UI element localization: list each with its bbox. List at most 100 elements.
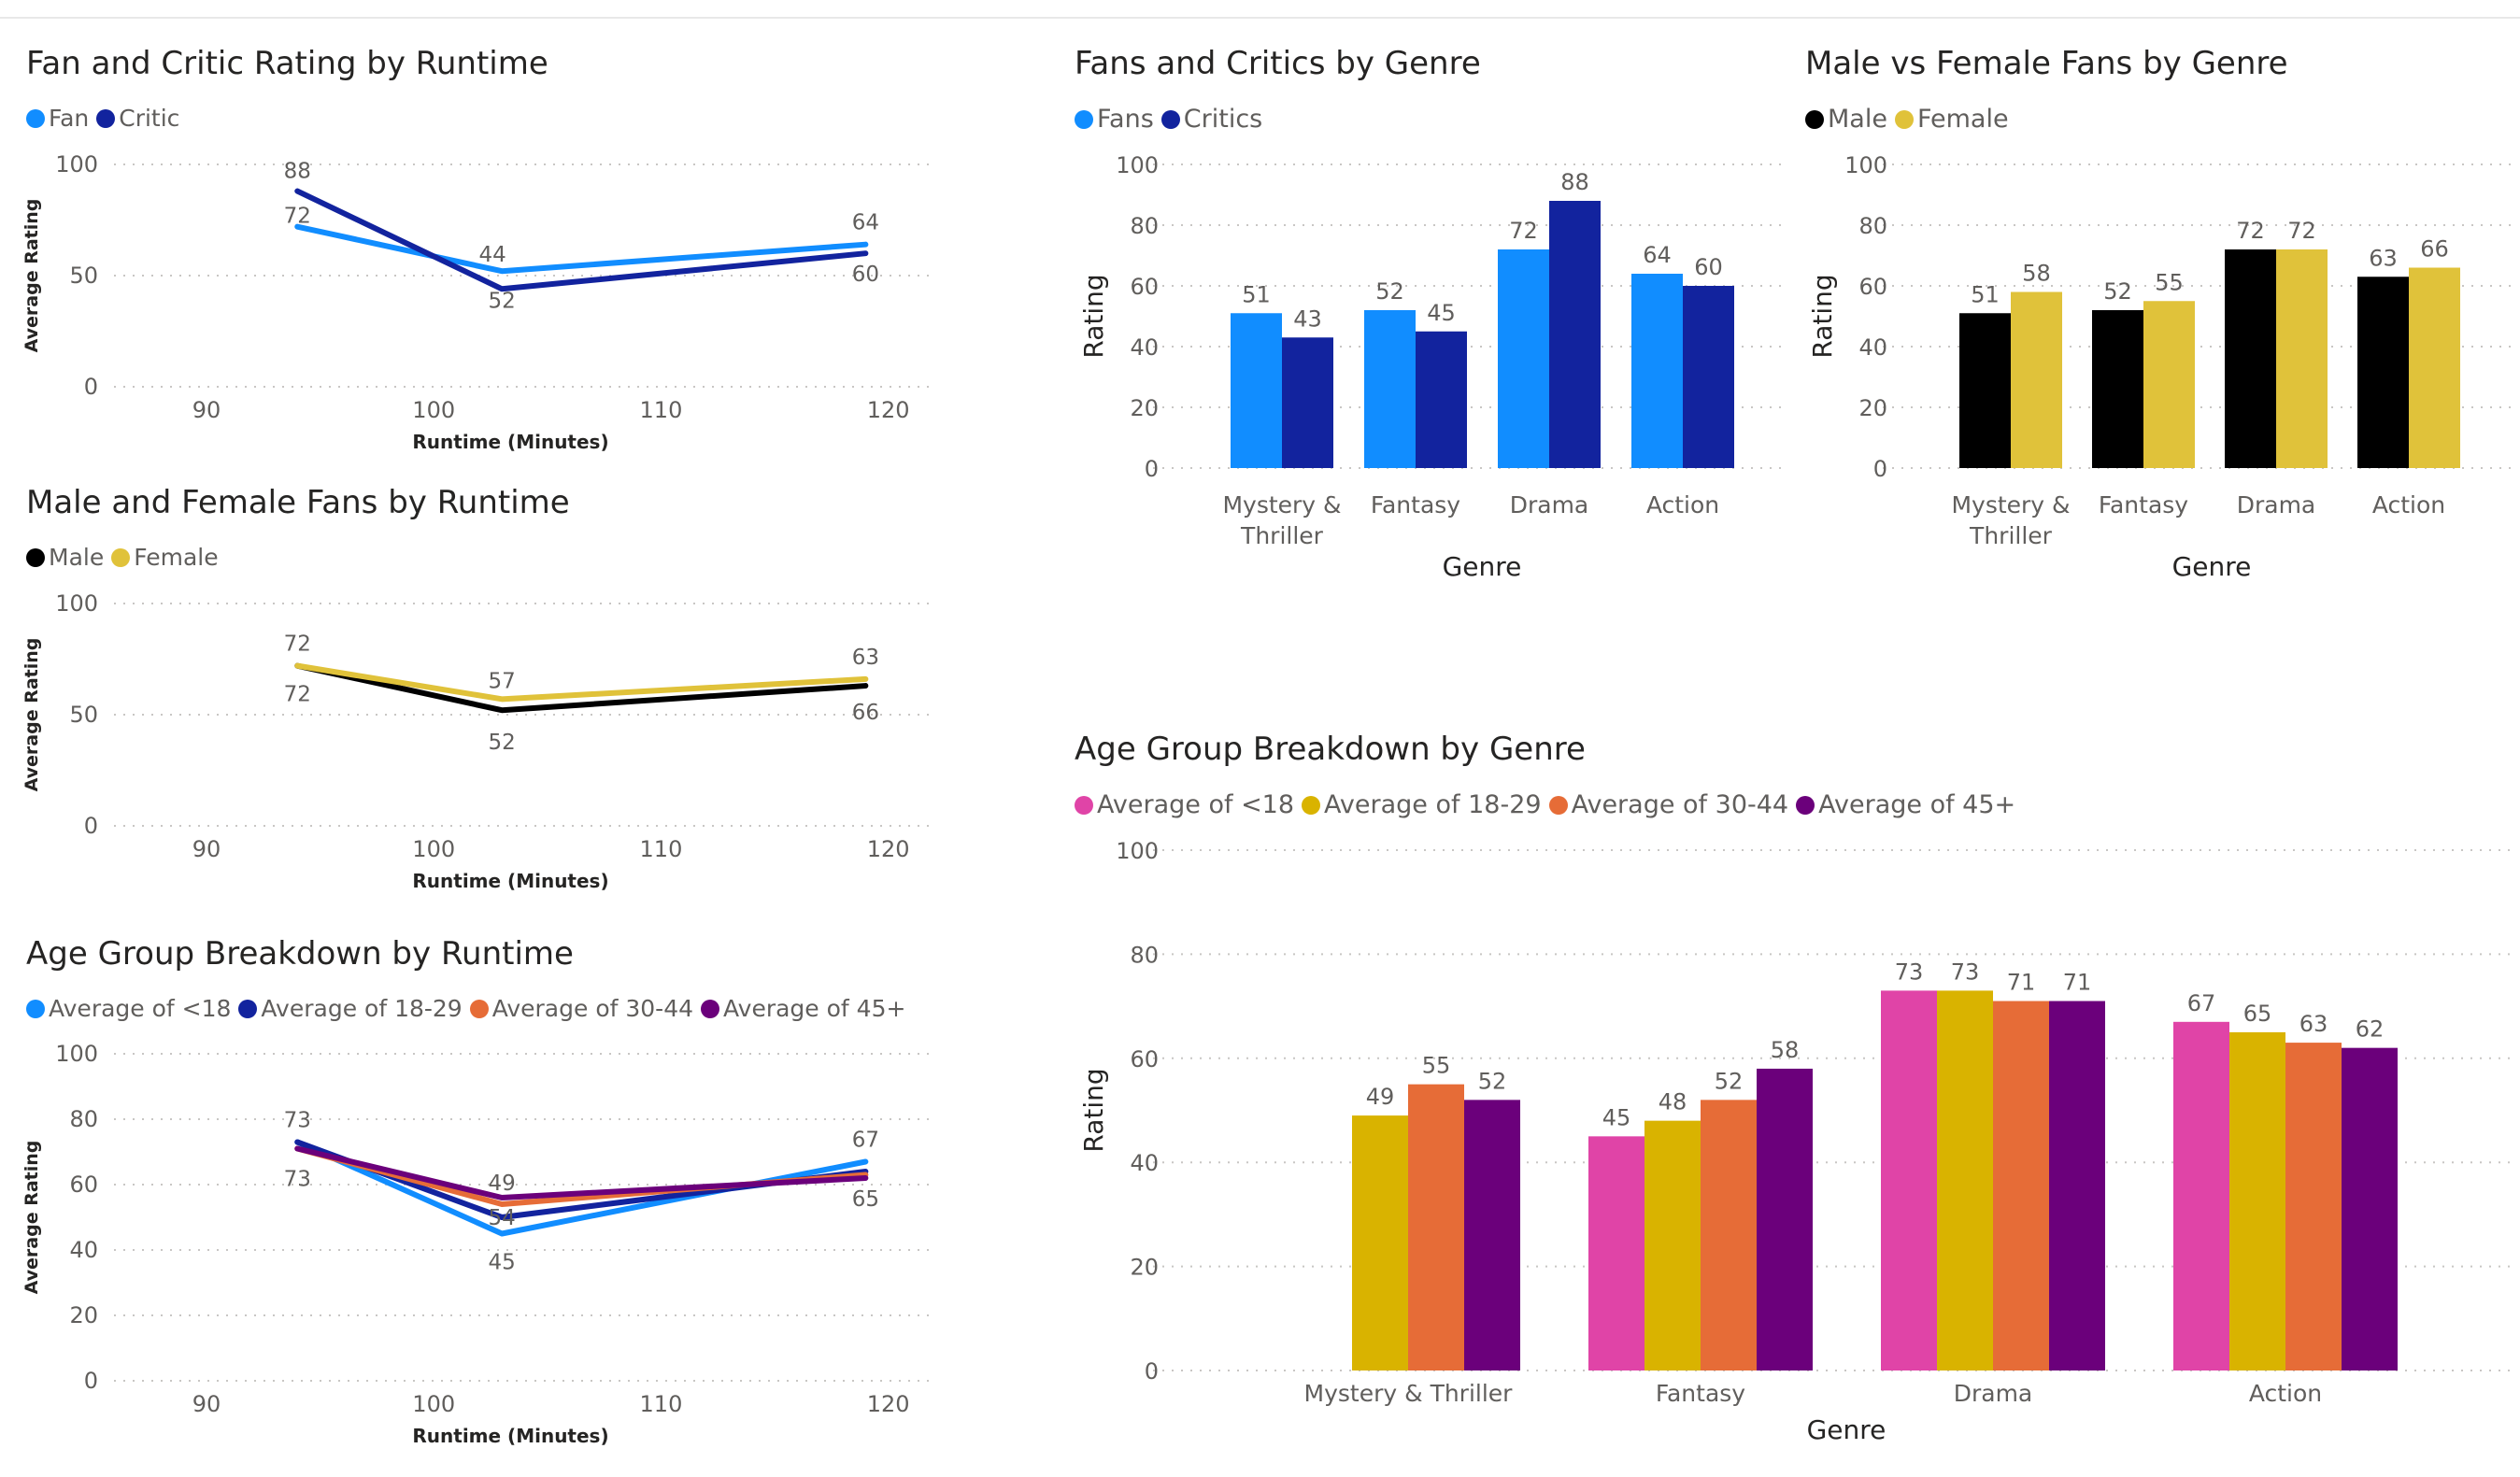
legend-item[interactable]: Average of <18: [1075, 790, 1294, 819]
data-label: 51: [1971, 281, 2000, 307]
category-label: Action: [1646, 491, 1719, 518]
data-label: 58: [1771, 1037, 1800, 1063]
legend-item[interactable]: Fans: [1075, 105, 1154, 134]
legend-item[interactable]: Male: [26, 544, 104, 571]
legend-item[interactable]: Male: [1805, 105, 1887, 134]
data-label: 63: [2369, 245, 2398, 271]
bar: [2342, 1047, 2398, 1370]
legend-item[interactable]: Critics: [1160, 105, 1262, 134]
legend-dot-icon: [26, 108, 45, 128]
data-label: 54: [489, 1206, 516, 1230]
y-tick-label: 80: [1858, 213, 1887, 239]
data-label: 55: [2155, 269, 2184, 295]
data-label: 48: [1659, 1089, 1687, 1115]
legend-item[interactable]: Critic: [96, 105, 179, 132]
y-tick-label: 50: [69, 263, 98, 289]
y-tick-label: 0: [1145, 1358, 1159, 1385]
y-tick-label: 80: [1130, 942, 1159, 968]
x-axis-title: Runtime (Minutes): [412, 431, 608, 453]
y-tick-label: 100: [55, 1041, 98, 1067]
data-label: 67: [2187, 990, 2216, 1016]
category-label: Drama: [1954, 1380, 2033, 1407]
y-tick-label: 20: [69, 1302, 98, 1328]
data-label: 71: [2063, 970, 2092, 996]
series-line-average-of-45-: [294, 1145, 869, 1200]
data-label: 71: [2007, 970, 2036, 996]
data-label: 72: [284, 632, 311, 657]
y-axis-title: Rating: [1078, 1068, 1109, 1152]
legend[interactable]: Male Female: [1805, 105, 2016, 134]
legend-item[interactable]: Average of 18-29: [1302, 790, 1542, 819]
data-label: 73: [284, 1168, 311, 1192]
bar: [1364, 310, 1416, 468]
bar: [1416, 331, 1467, 468]
legend-item[interactable]: Average of 30-44: [1548, 790, 1788, 819]
data-label: 52: [1375, 278, 1404, 305]
legend[interactable]: Fan Critic: [26, 105, 187, 132]
data-label: 52: [1715, 1068, 1744, 1094]
bar: [1588, 1136, 1644, 1370]
bar: [1644, 1120, 1701, 1370]
data-label: 65: [2243, 1001, 2272, 1027]
data-label: 66: [2420, 236, 2449, 263]
legend[interactable]: Average of <18 Average of 18-29 Average …: [26, 995, 913, 1022]
bar: [1937, 990, 1993, 1370]
legend[interactable]: Male Female: [26, 544, 226, 571]
category-label: Drama: [2237, 491, 2316, 518]
legend-item[interactable]: Average of 45+: [1796, 790, 2015, 819]
x-tick-label: 120: [867, 836, 910, 862]
legend-dot-icon: [26, 547, 45, 567]
data-label: 55: [1422, 1053, 1451, 1079]
legend-item[interactable]: Female: [1894, 105, 2009, 134]
legend-item[interactable]: Average of 45+: [701, 995, 905, 1022]
bar: [1352, 1115, 1408, 1370]
legend-item[interactable]: Average of <18: [26, 995, 231, 1022]
x-tick-label: 100: [412, 397, 455, 423]
data-label: 63: [2299, 1011, 2328, 1037]
category-label: Thriller: [1969, 522, 2053, 549]
data-label: 72: [284, 205, 311, 229]
series-line-average-of-18: [294, 1139, 869, 1237]
age-runtime-chart[interactable]: 0 20 40 60 80 100 90 100 110 120 Runtime (Minutes)…: [0, 1028, 944, 1476]
data-label: 65: [852, 1187, 879, 1212]
y-tick-label: 0: [1873, 456, 1887, 482]
x-axis-title: Genre: [2172, 551, 2252, 582]
series-line-female: [294, 662, 869, 703]
age-genre-chart[interactable]: 0 20 40 60 80 100 49 55 52 Mystery & Thriller 45 48…: [1065, 822, 2520, 1476]
y-tick-label: 40: [1130, 334, 1159, 361]
legend-item[interactable]: Average of 30-44: [469, 995, 693, 1022]
legend-dot-icon: [701, 999, 720, 1018]
bar: [2229, 1031, 2285, 1370]
y-axis-title: Rating: [1807, 274, 1838, 358]
legend-dot-icon: [1805, 109, 1824, 129]
male-female-genre-chart[interactable]: 0 20 40 60 80 100 51 58 Mystery & Thriller 52 55 Fan…: [1794, 149, 2520, 598]
fan-critic-runtime-chart[interactable]: 0 50 100 90 100 110 120 Runtime (Minutes) Averag…: [0, 140, 944, 458]
bar: [2285, 1043, 2342, 1370]
male-female-runtime-chart[interactable]: 0 50 100 90 100 110 120 Runtime (Minutes) Averag…: [0, 579, 944, 897]
legend-item[interactable]: Fan: [26, 105, 89, 132]
data-label: 52: [1478, 1068, 1507, 1094]
category-label: Action: [2372, 491, 2445, 518]
data-label: 45: [1602, 1104, 1631, 1130]
y-tick-label: 20: [1130, 1255, 1159, 1281]
legend[interactable]: Average of <18 Average of 18-29 Average …: [1075, 790, 2023, 819]
fans-critics-genre-chart[interactable]: 0 20 40 60 80 100 51 43 Mystery & Thriller 52 45 Fan…: [1065, 149, 1794, 598]
y-tick-label: 40: [1130, 1150, 1159, 1176]
y-tick-label: 0: [84, 374, 98, 400]
data-label: 58: [2022, 261, 2051, 287]
bar: [2092, 310, 2143, 468]
data-label: 67: [852, 1129, 879, 1153]
bar: [2011, 291, 2062, 468]
chart-title: Fan and Critic Rating by Runtime: [26, 45, 548, 82]
bar: [2049, 1001, 2105, 1370]
y-axis-title: Average Rating: [21, 1141, 42, 1295]
legend-item[interactable]: Female: [111, 544, 219, 571]
x-tick-label: 90: [192, 1391, 221, 1417]
legend[interactable]: Fans Critics: [1075, 105, 1270, 134]
y-tick-label: 40: [1858, 334, 1887, 361]
y-tick-label: 0: [1145, 456, 1159, 482]
data-label: 88: [284, 160, 311, 184]
data-label: 52: [489, 731, 516, 755]
legend-item[interactable]: Average of 18-29: [238, 995, 463, 1022]
data-label: 52: [489, 289, 516, 313]
